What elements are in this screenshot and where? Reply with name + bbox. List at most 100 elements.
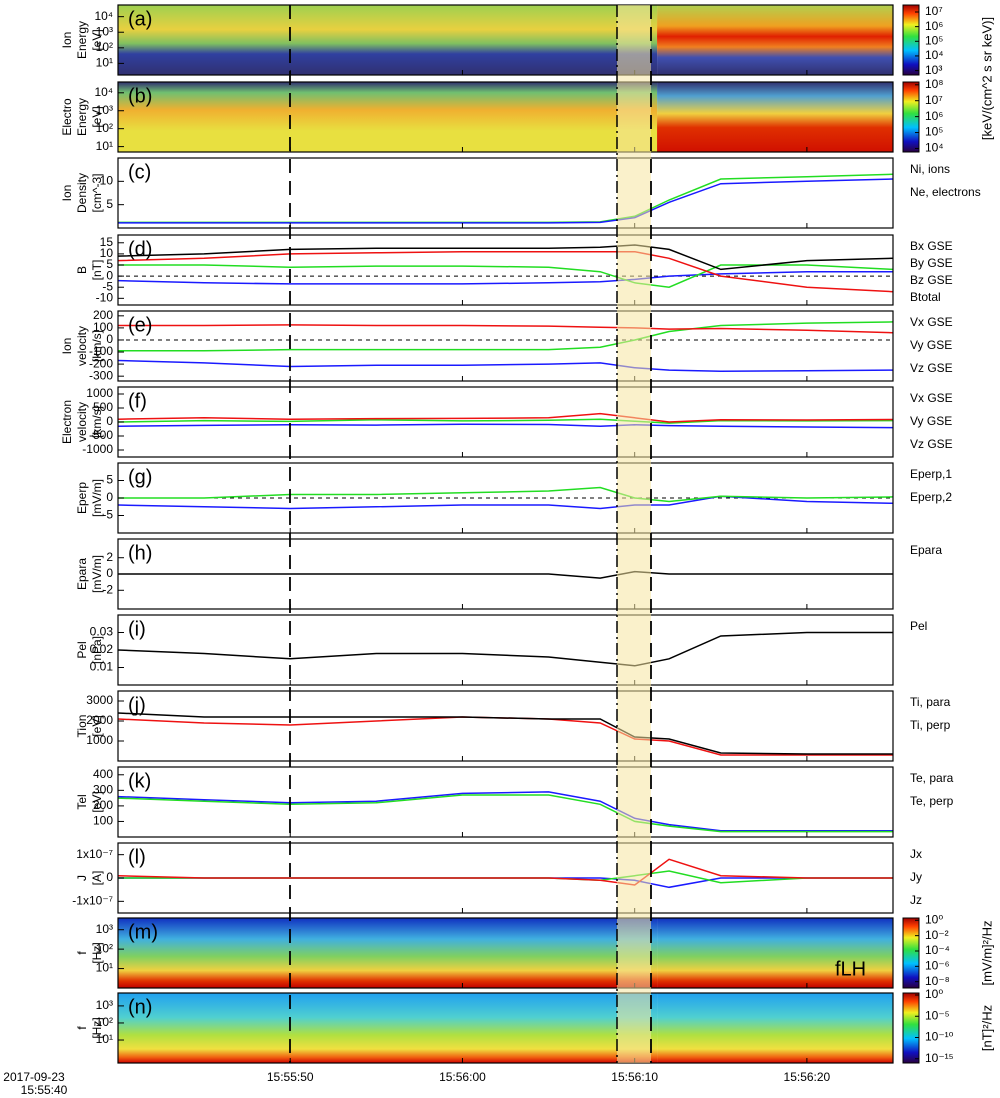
colorbar-tick-label: 10⁶ — [925, 19, 943, 33]
y-axis-label: f — [75, 1026, 89, 1030]
legend-entry: Te, perp — [910, 794, 954, 808]
y-tick-label: 10¹ — [96, 961, 113, 975]
colorbar-tick-label: 10⁻⁸ — [925, 974, 950, 988]
legend-entry: Pel — [910, 619, 927, 633]
panel: Vx GSE Vy GSE Vz GSE (e) 2001000-100-200-300… — [60, 308, 953, 382]
series-line — [118, 486, 893, 503]
y-tick-label: 400 — [93, 767, 113, 781]
y-axis-label: [eV] — [90, 791, 104, 812]
plot-frame — [117, 614, 894, 686]
panel-label: (i) — [128, 618, 146, 640]
colorbar-tick-label: 10⁻¹⁵ — [925, 1051, 954, 1065]
panel: 10⁰ 10⁻²10⁻⁴ 10⁻⁶10⁻⁸ [mV/m]²/Hz fLH (m) 10³ 10… — [75, 912, 994, 989]
plot-frame — [117, 386, 894, 458]
plot-frame — [117, 917, 894, 989]
plot-frame — [117, 766, 894, 838]
y-axis-label: [nPa] — [90, 636, 104, 664]
panel: Ni, ions Ne, electrons (c) 5 10 Ion Density [cm… — [60, 157, 981, 229]
y-tick-label: -1000 — [82, 442, 113, 456]
colorbar — [902, 4, 920, 76]
y-axis-label: [cm^-3] — [90, 174, 104, 213]
series-line — [118, 858, 893, 886]
panel: Eperp,1 Eperp,2 (g) 5 0 -5 Eperp [mV/m] — [75, 462, 952, 534]
y-axis-label: [Hz] — [90, 942, 104, 963]
y-axis-label: Tion — [75, 715, 89, 738]
y-tick-label: -5 — [102, 279, 113, 293]
spectrogram-image — [118, 5, 658, 75]
y-axis-label: [km/s] — [90, 330, 104, 362]
panel: 10⁸ 10⁷ 10⁶ 10⁵ 10⁴ (b) 10⁴ 10³ 10² 10¹ Electro Ene… — [60, 77, 943, 155]
series-line — [118, 324, 893, 334]
colorbar-tick-label: 10⁻⁵ — [925, 1008, 950, 1022]
y-tick-label: 0.03 — [90, 625, 114, 639]
spectrogram-image — [118, 993, 658, 1063]
y-axis-label: Eperp — [75, 482, 89, 514]
colorbar-tick-label: 10⁴ — [925, 48, 944, 62]
colorbar-tick-label: 10⁻⁴ — [925, 943, 950, 957]
colorbar-tick-label: 10⁻⁶ — [925, 959, 950, 973]
legend-entry: Vx GSE — [910, 315, 953, 329]
y-axis-label: Ion — [60, 185, 74, 202]
y-axis-label: J — [75, 875, 89, 881]
series-line — [118, 264, 893, 288]
legend-entry: Vy GSE — [910, 414, 952, 428]
colorbar-tick-label: 10⁷ — [925, 93, 943, 107]
panel-label: (d) — [128, 238, 152, 260]
plot-frame — [117, 992, 894, 1064]
y-axis-label: Electro — [60, 98, 74, 136]
series-line — [118, 321, 893, 352]
y-tick-label: -10 — [96, 291, 114, 305]
colorbar-tick-label: 10⁶ — [925, 109, 943, 123]
panel: Jx Jy Jz (l) 1x10⁻⁷ 0 -1x10⁻⁷ J [A] — [72, 842, 922, 914]
legend-entry: Btotal — [910, 290, 941, 304]
y-tick-label: 10⁴ — [94, 85, 113, 99]
y-tick-label: -200 — [89, 356, 113, 370]
legend-entry: Vz GSE — [910, 361, 953, 375]
y-axis-label: f — [75, 951, 89, 955]
y-axis-label: Tel — [75, 794, 89, 809]
y-axis-label: [Hz] — [90, 1017, 104, 1038]
y-axis-label: [km/s] — [90, 406, 104, 438]
y-tick-label: 5 — [106, 257, 113, 271]
y-tick-label: 10² — [96, 1015, 113, 1029]
series-line — [118, 423, 893, 429]
y-tick-label: 0 — [106, 414, 113, 428]
y-tick-label: 10² — [96, 941, 113, 955]
spectrogram-image — [118, 918, 658, 988]
y-tick-label: 10⁴ — [94, 9, 113, 23]
colorbar-tick-label: 10³ — [925, 63, 942, 77]
colorbar-label: [keV/(cm^2 s sr keV)] — [979, 17, 994, 140]
y-axis-label: [nT] — [90, 260, 104, 281]
colorbar-tick-label: 10⁵ — [925, 33, 943, 47]
y-tick-label: 10³ — [96, 24, 113, 38]
series-line — [118, 570, 893, 579]
plot-frame — [117, 157, 894, 229]
x-tick-label: 15:55:50 — [267, 1070, 314, 1084]
x-tick-label: 15:56:00 — [439, 1070, 486, 1084]
y-tick-label: 10 — [100, 174, 114, 188]
series-line — [118, 791, 893, 832]
y-tick-label: -2 — [102, 582, 113, 596]
legend-entry: Jx — [910, 847, 922, 861]
y-axis-label: Epara — [75, 558, 89, 590]
y-tick-label: 10² — [96, 40, 113, 54]
annotation: fLH — [835, 958, 866, 980]
legend-entry: By GSE — [910, 256, 953, 270]
y-axis-label: [eV] — [90, 715, 104, 736]
series-line — [118, 250, 893, 293]
series-line — [118, 244, 893, 271]
plot-frame — [117, 310, 894, 382]
panel-label: (b) — [128, 85, 152, 107]
y-axis-label: velocity — [75, 326, 89, 366]
series-line — [118, 716, 893, 756]
panel-label: (c) — [128, 161, 151, 183]
panel-label: (g) — [128, 466, 152, 488]
y-tick-label: -500 — [89, 428, 113, 442]
y-tick-label: 0 — [106, 490, 113, 504]
plot-frame — [117, 81, 894, 153]
y-tick-label: 5 — [106, 473, 113, 487]
